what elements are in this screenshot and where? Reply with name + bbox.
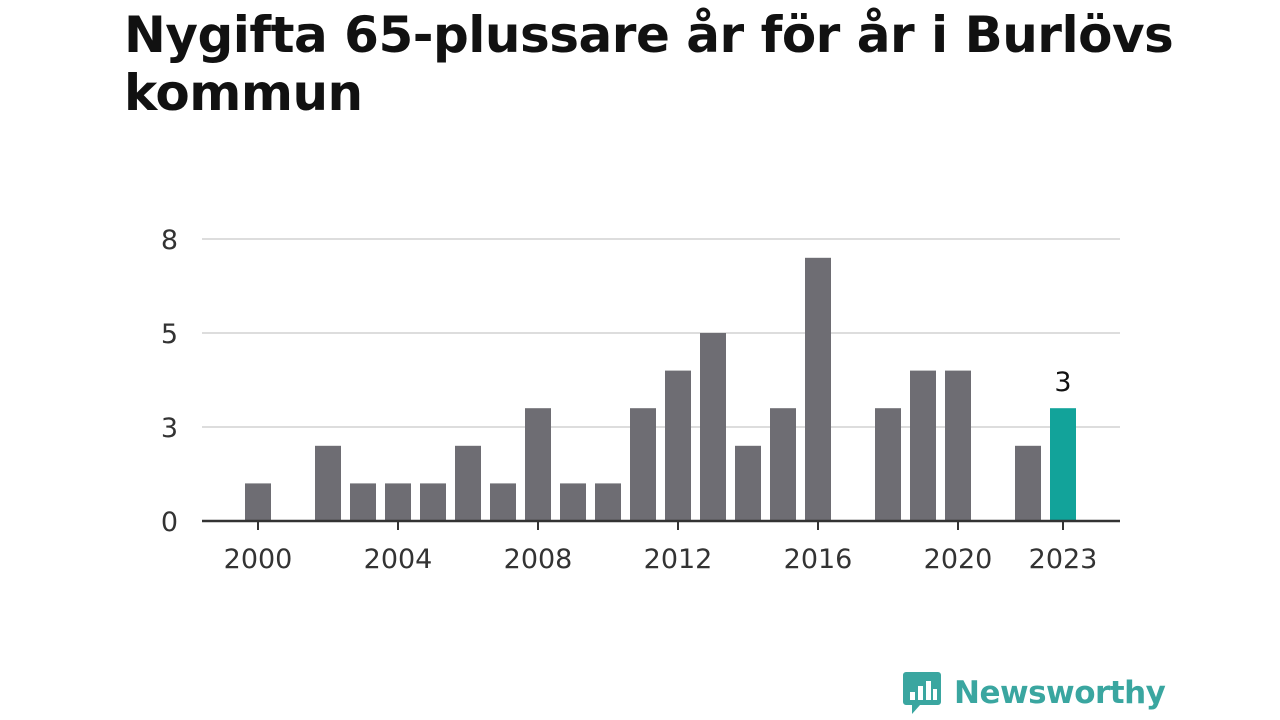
x-tick-label: 2012 <box>644 544 713 575</box>
bars <box>245 257 1076 521</box>
bar <box>350 483 376 521</box>
bar <box>910 370 936 521</box>
bar <box>385 483 411 521</box>
x-tick-label: 2004 <box>364 544 433 575</box>
grid-lines <box>202 238 1120 428</box>
bar-chart-speech-bubble-icon <box>903 672 941 714</box>
bar <box>525 408 551 521</box>
x-tick-label: 2023 <box>1029 544 1098 575</box>
bar <box>245 483 271 521</box>
x-tick-label: 2020 <box>924 544 993 575</box>
bar <box>770 408 796 521</box>
bar <box>420 483 446 521</box>
bar <box>455 445 481 521</box>
bar <box>945 370 971 521</box>
bar <box>1015 445 1041 521</box>
bar <box>735 445 761 521</box>
labels: 0 3 5 8 2000 2004 2008 2012 2016 2020 2023 3 <box>161 225 1098 575</box>
brand-name: Newsworthy <box>954 675 1166 711</box>
bar <box>665 370 691 521</box>
x-tick-label: 2000 <box>224 544 293 575</box>
x-tick-label: 2008 <box>504 544 573 575</box>
bar <box>875 408 901 521</box>
bar <box>560 483 586 521</box>
bar <box>490 483 516 521</box>
y-tick-label: 0 <box>161 507 178 538</box>
y-tick-label: 8 <box>161 225 178 256</box>
bar <box>595 483 621 521</box>
y-tick-label: 3 <box>161 413 178 444</box>
bar <box>1050 408 1076 521</box>
bar <box>700 333 726 521</box>
y-tick-label: 5 <box>161 319 178 350</box>
chart-title: Nygifta 65-plussare år för år i Burlövs … <box>124 6 1174 122</box>
x-axis <box>202 519 1120 530</box>
bar <box>805 257 831 521</box>
data-label: 3 <box>1054 367 1071 398</box>
x-tick-label: 2016 <box>784 544 853 575</box>
bar <box>630 408 656 521</box>
newsworthy-logo: Newsworthy <box>902 670 1166 716</box>
bar <box>315 445 341 521</box>
